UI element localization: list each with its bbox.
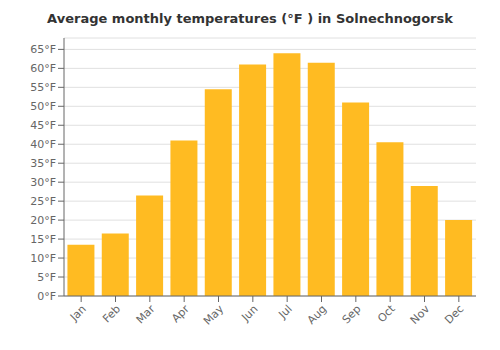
svg-text:15°F: 15°F — [30, 233, 56, 246]
svg-text:Oct: Oct — [375, 302, 398, 325]
svg-text:Jan: Jan — [67, 302, 89, 324]
svg-text:5°F: 5°F — [37, 271, 56, 284]
svg-text:30°F: 30°F — [30, 176, 56, 189]
svg-text:60°F: 60°F — [30, 62, 56, 75]
svg-text:65°F: 65°F — [30, 43, 56, 56]
svg-text:Jun: Jun — [238, 302, 260, 324]
svg-text:10°F: 10°F — [30, 252, 56, 265]
svg-text:Mar: Mar — [134, 302, 158, 326]
svg-text:Aug: Aug — [305, 302, 329, 326]
svg-text:55°F: 55°F — [30, 81, 56, 94]
svg-text:40°F: 40°F — [30, 138, 56, 151]
svg-text:35°F: 35°F — [30, 157, 56, 170]
svg-text:45°F: 45°F — [30, 119, 56, 132]
svg-text:Feb: Feb — [100, 302, 123, 325]
svg-text:Sep: Sep — [340, 302, 364, 326]
svg-text:Apr: Apr — [169, 302, 192, 325]
svg-text:Dec: Dec — [442, 302, 466, 326]
svg-text:20°F: 20°F — [30, 214, 56, 227]
svg-text:Jul: Jul — [276, 302, 295, 321]
html-text:Average monthly temperatures (: Average monthly temperatures (°F ) in So… — [47, 11, 453, 26]
svg-text:25°F: 25°F — [30, 195, 56, 208]
svg-text:Nov: Nov — [408, 302, 433, 327]
svg-text:May: May — [201, 302, 227, 328]
svg-text:0°F: 0°F — [37, 290, 56, 303]
svg-text:50°F: 50°F — [30, 100, 56, 113]
